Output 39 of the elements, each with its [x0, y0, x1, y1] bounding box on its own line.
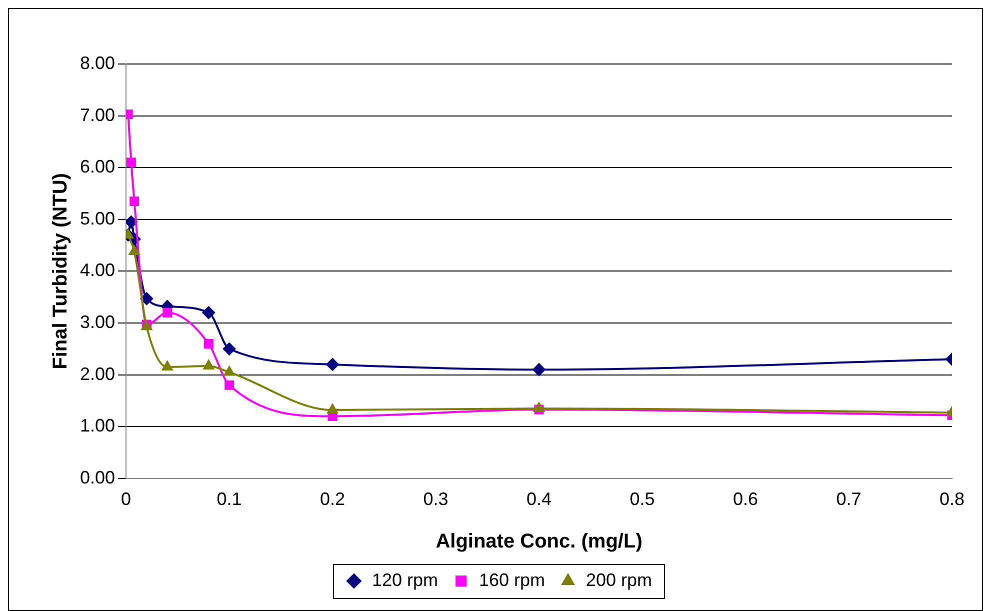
- y-tick-label: 4.00: [80, 260, 116, 280]
- point: [202, 359, 214, 370]
- point: [224, 366, 235, 376]
- legend-label: 120 rpm: [372, 570, 438, 590]
- x-tick-label: 0.7: [836, 489, 862, 510]
- point: [130, 196, 140, 206]
- point: [162, 308, 172, 318]
- y-tick-label: 5.00: [80, 208, 116, 228]
- y-axis-title: Final Turbidity (NTU): [50, 173, 72, 370]
- point: [533, 402, 545, 412]
- y-tick-label: 8.00: [80, 52, 116, 73]
- point: [202, 306, 216, 320]
- x-tick-label: 0.5: [630, 489, 655, 510]
- y-tick-label: 1.00: [80, 416, 116, 436]
- x-axis-title: Alginate Conc. (mg/L): [436, 530, 642, 553]
- point: [162, 360, 174, 371]
- legend-label: 200 rpm: [586, 570, 652, 590]
- point: [326, 358, 340, 371]
- x-tick-label: 0.4: [526, 489, 552, 510]
- x-tick-label: 0.8: [939, 489, 965, 510]
- x-tick-label: 0: [121, 489, 132, 510]
- point: [532, 363, 546, 376]
- point: [222, 342, 236, 356]
- point: [126, 158, 136, 168]
- y-tick-label: 6.00: [80, 156, 116, 177]
- y-tick-label: 2.00: [80, 364, 116, 384]
- point: [224, 380, 234, 390]
- x-tick-label: 0.6: [732, 489, 758, 510]
- y-tick-label: 3.00: [80, 312, 116, 332]
- x-tick-label: 0.2: [320, 489, 346, 510]
- y-tick-label: 0.00: [80, 467, 116, 488]
- point: [204, 338, 214, 348]
- point: [126, 215, 138, 228]
- point: [128, 245, 140, 256]
- x-tick-label: 0.1: [216, 489, 242, 510]
- y-tick-label: 7.00: [80, 104, 116, 125]
- legend-label: 160 rpm: [478, 570, 546, 590]
- x-tick-label: 0.3: [423, 489, 448, 510]
- point: [326, 404, 338, 414]
